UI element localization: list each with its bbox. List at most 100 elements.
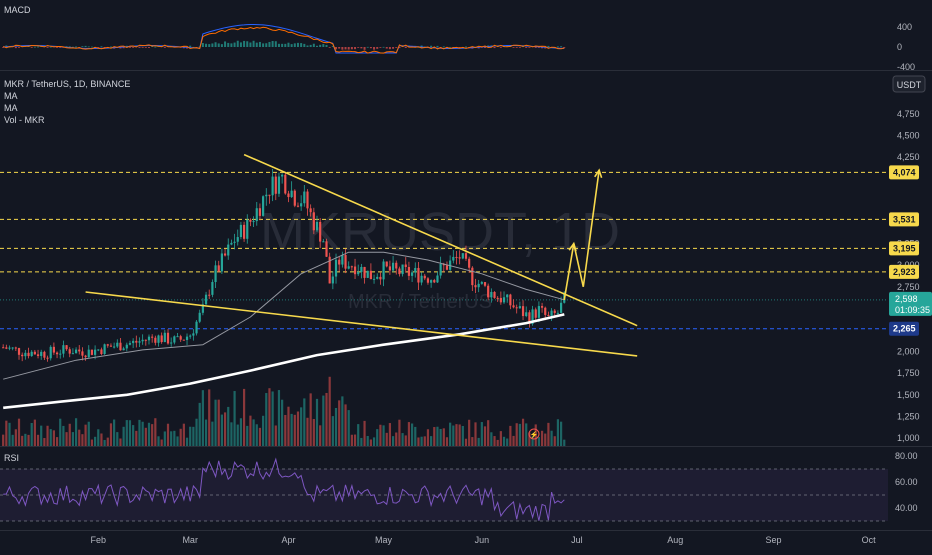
candle-body xyxy=(427,278,429,282)
macd-histogram-bar xyxy=(386,47,388,49)
volume-bar xyxy=(21,436,23,446)
volume-bar xyxy=(287,407,289,446)
volume-bar xyxy=(506,438,508,446)
macd-histogram-bar xyxy=(405,47,407,48)
volume-bar xyxy=(192,427,194,446)
volume-bar xyxy=(173,431,175,446)
macd-histogram-bar xyxy=(215,42,217,47)
volume-bar xyxy=(322,396,324,446)
macd-histogram-bar xyxy=(148,47,150,48)
price-tick-label: 1,250 xyxy=(897,411,920,421)
candle-body xyxy=(104,344,106,354)
macd-histogram-bar xyxy=(338,47,340,49)
volume-bar xyxy=(110,423,112,446)
candle-body xyxy=(379,277,381,279)
candle-body xyxy=(512,305,514,307)
volume-bar xyxy=(186,438,188,446)
candle-body xyxy=(12,348,14,349)
volume-bar xyxy=(493,436,495,446)
volume-bar xyxy=(69,424,71,446)
candle-body xyxy=(348,266,350,268)
volume-bar xyxy=(221,415,223,446)
volume-bar xyxy=(563,440,565,446)
volume-bar xyxy=(512,436,514,446)
price-level-label: 2,265 xyxy=(893,324,916,334)
candle-body xyxy=(154,338,156,343)
candle-body xyxy=(452,257,454,261)
macd-histogram-bar xyxy=(383,47,385,48)
candle-body xyxy=(157,335,159,342)
volume-bar xyxy=(405,435,407,446)
volume-bar xyxy=(421,437,423,446)
macd-histogram-bar xyxy=(326,45,328,47)
candle-body xyxy=(21,355,23,356)
macd-histogram-bar xyxy=(75,46,77,47)
volume-bar xyxy=(218,400,220,446)
rsi-tick-label: 60.00 xyxy=(895,477,918,487)
candle-body xyxy=(176,336,178,337)
symbol-title[interactable]: MKR / TetherUS, 1D, BINANCE xyxy=(4,79,130,89)
candle-body xyxy=(351,266,353,267)
candle-body xyxy=(218,265,220,271)
candle-body xyxy=(281,175,283,177)
volume-bar xyxy=(360,438,362,446)
volume-bar xyxy=(474,422,476,446)
candle-body xyxy=(303,192,305,204)
candle-body xyxy=(138,341,140,342)
candle-body xyxy=(557,313,559,314)
candle-body xyxy=(214,265,216,282)
rsi-title: RSI xyxy=(4,453,19,463)
candle-body xyxy=(151,337,153,338)
current-price-countdown: 01:09:35 xyxy=(895,305,930,315)
currency-button-label[interactable]: USDT xyxy=(897,80,922,90)
candle-body xyxy=(398,269,400,275)
price-tick-label: 2,750 xyxy=(897,282,920,292)
volume-bar xyxy=(53,430,55,446)
macd-histogram-bar xyxy=(268,42,270,47)
volume-bar xyxy=(151,424,153,446)
candle-body xyxy=(370,271,372,279)
macd-histogram-bar xyxy=(284,44,286,47)
volume-bar xyxy=(303,398,305,446)
macd-histogram-bar xyxy=(316,46,318,47)
candle-body xyxy=(31,352,33,356)
volume-bar xyxy=(161,440,163,446)
candle-body xyxy=(65,345,67,349)
macd-histogram-bar xyxy=(357,47,359,48)
macd-histogram-bar xyxy=(208,44,210,47)
volume-bar xyxy=(34,420,36,446)
candle-body xyxy=(541,306,543,308)
volume-bar xyxy=(107,438,109,446)
candle-body xyxy=(386,262,388,267)
volume-bar xyxy=(268,388,270,446)
candle-body xyxy=(319,222,321,242)
indicator-volume[interactable]: Vol - MKR xyxy=(4,115,45,125)
volume-bar xyxy=(167,424,169,446)
candle-body xyxy=(148,337,150,341)
indicator-ma-2[interactable]: MA xyxy=(4,103,18,113)
volume-bar xyxy=(490,432,492,446)
volume-bar xyxy=(237,425,239,446)
macd-histogram-bar xyxy=(306,45,308,47)
volume-bar xyxy=(195,419,197,446)
candle-body xyxy=(493,292,495,298)
volume-bar xyxy=(116,432,118,446)
rsi-tick-label: 40.00 xyxy=(895,503,918,513)
candle-body xyxy=(465,253,467,259)
candle-body xyxy=(411,272,413,275)
volume-bar xyxy=(300,407,302,446)
candle-body xyxy=(75,350,77,354)
volume-bar xyxy=(459,424,461,446)
macd-histogram-bar xyxy=(547,46,549,47)
macd-histogram-bar xyxy=(313,44,315,47)
volume-bar xyxy=(84,425,86,446)
indicator-ma-1[interactable]: MA xyxy=(4,91,18,101)
macd-histogram-bar xyxy=(91,47,93,48)
macd-tick-label: -400 xyxy=(897,62,915,72)
volume-bar xyxy=(516,423,518,446)
candle-body xyxy=(538,306,540,318)
macd-histogram-bar xyxy=(145,47,147,48)
candle-body xyxy=(487,286,489,298)
